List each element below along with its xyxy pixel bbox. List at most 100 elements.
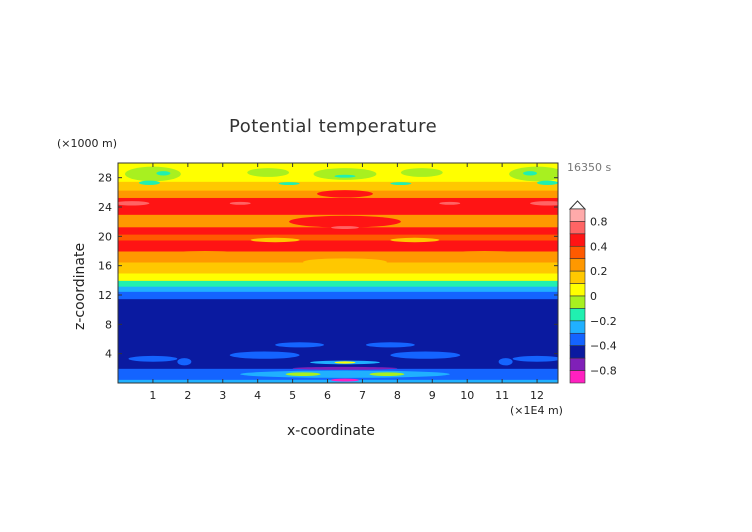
colorbar-label: −0.2 [590, 315, 617, 328]
colorbar-label: 0.2 [590, 265, 608, 278]
contour-blob [250, 237, 300, 243]
contour-blob [442, 251, 527, 259]
x-tick-label: 6 [324, 389, 331, 402]
contour-blob [118, 201, 150, 206]
colorbar-segment [569, 345, 586, 359]
contour-band [118, 273, 558, 281]
contour-blob [390, 237, 440, 243]
contour-blob [390, 182, 412, 186]
y-tick-label: 16 [98, 260, 112, 273]
contour-band [118, 226, 558, 235]
colorbar-segment [569, 320, 586, 334]
colorbar-segment [569, 221, 586, 235]
colorbar-extend-triangle [568, 200, 587, 210]
y-tick-label: 24 [98, 201, 112, 214]
contour-band [118, 181, 558, 191]
plot-frame [117, 162, 559, 384]
colorbar-label: 0.8 [590, 215, 608, 228]
colorbar-segment [569, 258, 586, 272]
chart-title: Potential temperature [229, 116, 438, 137]
x-tick-label: 7 [359, 389, 366, 402]
contour-blob [275, 342, 325, 348]
contour-blob [365, 342, 415, 348]
y-tick-label: 8 [105, 318, 112, 331]
contour-blob [537, 180, 558, 185]
x-tick-label: 8 [394, 389, 401, 402]
contour-blob [138, 180, 160, 185]
x-tick-label: 2 [184, 389, 191, 402]
contour-blob [163, 251, 248, 259]
contour-blob [240, 370, 450, 378]
contour-blob [498, 358, 513, 366]
colorbar-segment [569, 245, 586, 260]
contour-blob [334, 174, 356, 178]
contour-blob [229, 351, 300, 359]
contour-blob [313, 168, 377, 180]
contour-blob [439, 201, 461, 205]
contour-blob [400, 168, 443, 177]
colorbar-segment [569, 308, 586, 322]
colorbar-segment [569, 283, 586, 297]
contour-band [118, 298, 558, 369]
contour-band [118, 234, 558, 241]
contour-blob [289, 215, 401, 228]
contour-band [118, 291, 558, 300]
x-tick-label: 3 [219, 389, 226, 402]
contour-blob [334, 361, 356, 364]
x-tick-label: 11 [495, 389, 509, 402]
y-tick-label: 28 [98, 172, 112, 185]
colorbar-label: 0 [590, 290, 597, 303]
colorbar-segment [569, 332, 586, 347]
contour-blob [229, 201, 251, 205]
colorbar-segment [569, 270, 586, 284]
y-tick-label: 20 [98, 230, 112, 243]
colorbar-segment [569, 208, 586, 222]
contour-band [118, 262, 558, 274]
contour-blob [156, 171, 171, 176]
contour-blob [523, 171, 538, 176]
time-label: 16350 s [567, 161, 612, 174]
contour-blob [303, 258, 387, 266]
contour-blob [390, 351, 461, 359]
x-tick-label: 5 [289, 389, 296, 402]
x-tick-label: 10 [460, 389, 474, 402]
contour-band [118, 280, 558, 287]
contour-blob [128, 355, 178, 362]
y-tick-label: 4 [105, 348, 112, 361]
colorbar-segment [569, 370, 586, 384]
colorbar-segment [569, 233, 586, 247]
contour-blob [292, 366, 398, 370]
colorbar-label: −0.8 [590, 365, 617, 378]
contour-band [118, 240, 558, 252]
contour-blob [278, 182, 300, 186]
contour-band [118, 286, 558, 292]
contour-band [118, 251, 558, 263]
contour-blob [369, 372, 405, 377]
contour-band [118, 197, 558, 215]
x-tick-label: 4 [254, 389, 261, 402]
x-tick-label: 1 [149, 389, 156, 402]
contour-blob [331, 226, 359, 230]
contour-blob [124, 166, 181, 182]
colorbar-segment [569, 295, 586, 309]
y-tick-label: 12 [98, 289, 112, 302]
contour-blob [317, 190, 373, 198]
contour-blob [509, 166, 558, 182]
contour-blob [247, 168, 290, 177]
x-axis-label: x-coordinate [287, 423, 376, 439]
colorbar-label: −0.4 [590, 340, 617, 353]
x-axis-unit: (×1E4 m) [510, 404, 563, 417]
colorbar-segment [569, 357, 586, 371]
colorbar: 0.8 0.4 0.2 0 −0.2 −0.4 −0.8 [568, 200, 617, 384]
contour-blob [177, 358, 192, 366]
contour-blob [512, 355, 558, 362]
y-axis-unit: (×1000 m) [57, 137, 118, 150]
contour-field [118, 163, 558, 383]
contour-blob [530, 201, 558, 206]
x-tick-label: 9 [429, 389, 436, 402]
contour-blob [331, 378, 359, 382]
contour-blob [285, 372, 321, 377]
colorbar-label: 0.4 [590, 240, 608, 253]
